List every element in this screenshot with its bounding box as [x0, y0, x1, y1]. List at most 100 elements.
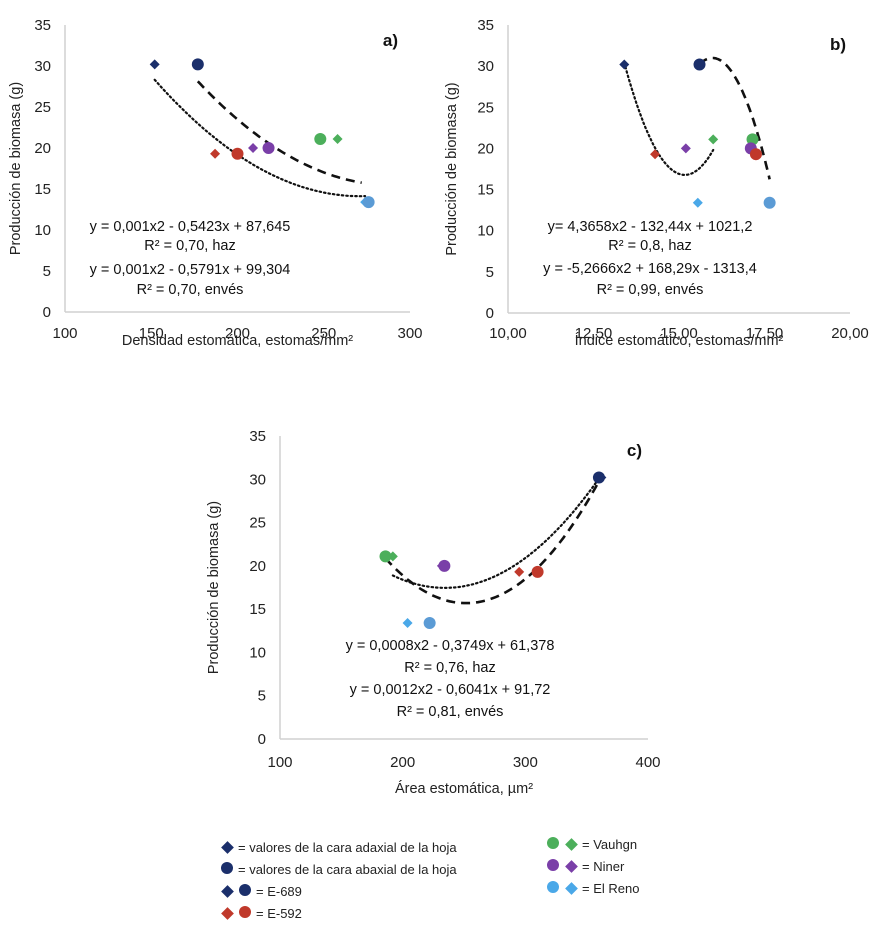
y-axis-label: Producción de biomasa (g)	[444, 82, 460, 255]
legend-left: = valores de la cara adaxial de la hoja …	[220, 836, 457, 924]
panel-label: a)	[383, 31, 398, 50]
trendline-envs	[196, 80, 362, 184]
data-point-circle	[362, 196, 375, 209]
x-tick-label: 300	[513, 754, 538, 771]
data-point-circle	[191, 58, 204, 71]
data-point-circle	[379, 550, 392, 563]
diamond-icon	[221, 906, 234, 920]
circle-icon	[221, 861, 233, 874]
x-tick-label: 100	[52, 325, 77, 342]
data-point-circle	[763, 196, 776, 209]
data-point-diamond	[332, 133, 343, 144]
legend-item: = Niner	[546, 855, 639, 877]
x-tick-label: 200	[390, 754, 415, 771]
panel-label: c)	[627, 441, 642, 460]
x-axis-label: Densidad estomática, estomas/mm²	[122, 333, 353, 349]
y-tick-label: 10	[34, 222, 51, 239]
y-tick-label: 35	[34, 17, 51, 34]
chart-b: 0 5 10 15 20 25 30 35 10,00 12,50 15,00 17,50 20,00 P…	[444, 17, 869, 349]
data-point-circle	[693, 58, 706, 71]
y-tick-label: 0	[258, 731, 266, 748]
circle-icon	[239, 883, 251, 896]
data-point-circle	[423, 616, 436, 629]
y-tick-label: 15	[34, 181, 51, 198]
y-tick-label: 30	[477, 58, 494, 75]
y-tick-label: 20	[477, 140, 494, 157]
legend-item: = valores de la cara abaxial de la hoja	[220, 858, 457, 880]
trendline-haz	[153, 78, 367, 198]
chart-a: 0 5 10 15 20 25 30 35 100 150 200 250 300 Producción …	[8, 17, 423, 349]
x-axis-label: Área estomática, µm²	[395, 780, 533, 797]
legend-item: = valores de la cara adaxial de la hoja	[220, 836, 457, 858]
diamond-icon	[565, 837, 578, 851]
legend-label: = Niner	[582, 858, 625, 874]
legend-item: = Vauhgn	[546, 833, 639, 855]
trendline-haz	[391, 473, 603, 590]
equation-annotation: y = 0,0012x2 - 0,6041x + 91,72	[350, 682, 551, 698]
equation-annotation: y = -5,2666x2 + 168,29x - 1313,4	[543, 261, 757, 277]
equation-annotation: y = 0,001x2 - 0,5423x + 87,645	[90, 219, 291, 235]
data-point-circle	[231, 147, 244, 160]
equation-annotation: y = 0,001x2 - 0,5791x + 99,304	[90, 262, 291, 278]
data-point-circle	[438, 559, 451, 572]
equation-annotation: R² = 0,8, haz	[608, 238, 691, 254]
chart-c: 0 5 10 15 20 25 30 35 100 200 300 400 Producción de …	[206, 428, 661, 797]
legend-label: = Vauhgn	[582, 836, 638, 852]
data-point-diamond	[248, 143, 259, 153]
data-point-diamond	[402, 617, 413, 628]
y-tick-label: 35	[477, 17, 494, 34]
diamond-icon	[565, 881, 578, 895]
data-point-diamond	[210, 148, 221, 159]
x-tick-label: 12,50	[575, 325, 613, 342]
legend-label: = E-592	[256, 905, 302, 921]
x-tick-label: 20,00	[831, 325, 869, 342]
y-tick-label: 10	[249, 644, 266, 661]
y-tick-label: 15	[477, 182, 494, 199]
trendline-haz	[623, 61, 715, 176]
legend-label: = E-689	[256, 883, 302, 899]
circle-icon	[547, 836, 559, 849]
trendline-envs	[698, 56, 771, 180]
y-axis-label: Producción de biomasa (g)	[206, 501, 222, 674]
x-tick-label: 400	[635, 754, 660, 771]
y-tick-label: 25	[34, 99, 51, 116]
legend-item: = E-592	[220, 902, 457, 924]
equation-annotation: R² = 0,99, envés	[597, 282, 704, 298]
panel-label: b)	[830, 35, 846, 54]
circle-icon	[547, 858, 559, 871]
legend-label: = El Reno	[582, 880, 640, 896]
equation-annotation: R² = 0,81, envés	[397, 704, 504, 720]
data-point-circle	[746, 133, 759, 146]
x-tick-label: 10,00	[489, 325, 527, 342]
equation-annotation: R² = 0,76, haz	[404, 660, 495, 676]
circle-icon	[239, 905, 251, 918]
y-tick-label: 5	[43, 263, 51, 280]
legend-label: = valores de la cara adaxial de la hoja	[238, 839, 457, 855]
diamond-icon	[221, 840, 234, 854]
y-tick-label: 10	[477, 223, 494, 240]
y-tick-label: 5	[258, 688, 266, 705]
data-point-diamond	[650, 149, 661, 160]
y-tick-label: 30	[249, 471, 266, 488]
equation-annotation: R² = 0,70, haz	[144, 238, 235, 254]
legend-item: = E-689	[220, 880, 457, 902]
data-point-diamond	[514, 566, 525, 577]
x-tick-label: 250	[311, 325, 336, 342]
legend-label: = valores de la cara abaxial de la hoja	[238, 861, 457, 877]
data-point-circle	[531, 565, 544, 578]
y-tick-label: 0	[43, 304, 51, 321]
data-point-circle	[749, 148, 762, 161]
circle-icon	[547, 880, 559, 893]
x-tick-label: 15,00	[660, 325, 698, 342]
trendline-envs	[384, 480, 601, 605]
x-tick-label: 200	[225, 325, 250, 342]
diamond-icon	[565, 859, 578, 873]
equation-annotation: y = 0,0008x2 - 0,3749x + 61,378	[346, 638, 555, 654]
y-tick-label: 0	[486, 305, 494, 322]
y-tick-label: 20	[249, 558, 266, 575]
data-point-diamond	[680, 143, 691, 154]
equation-annotation: R² = 0,70, envés	[137, 282, 244, 298]
y-tick-label: 35	[249, 428, 266, 445]
data-point-circle	[592, 471, 605, 484]
